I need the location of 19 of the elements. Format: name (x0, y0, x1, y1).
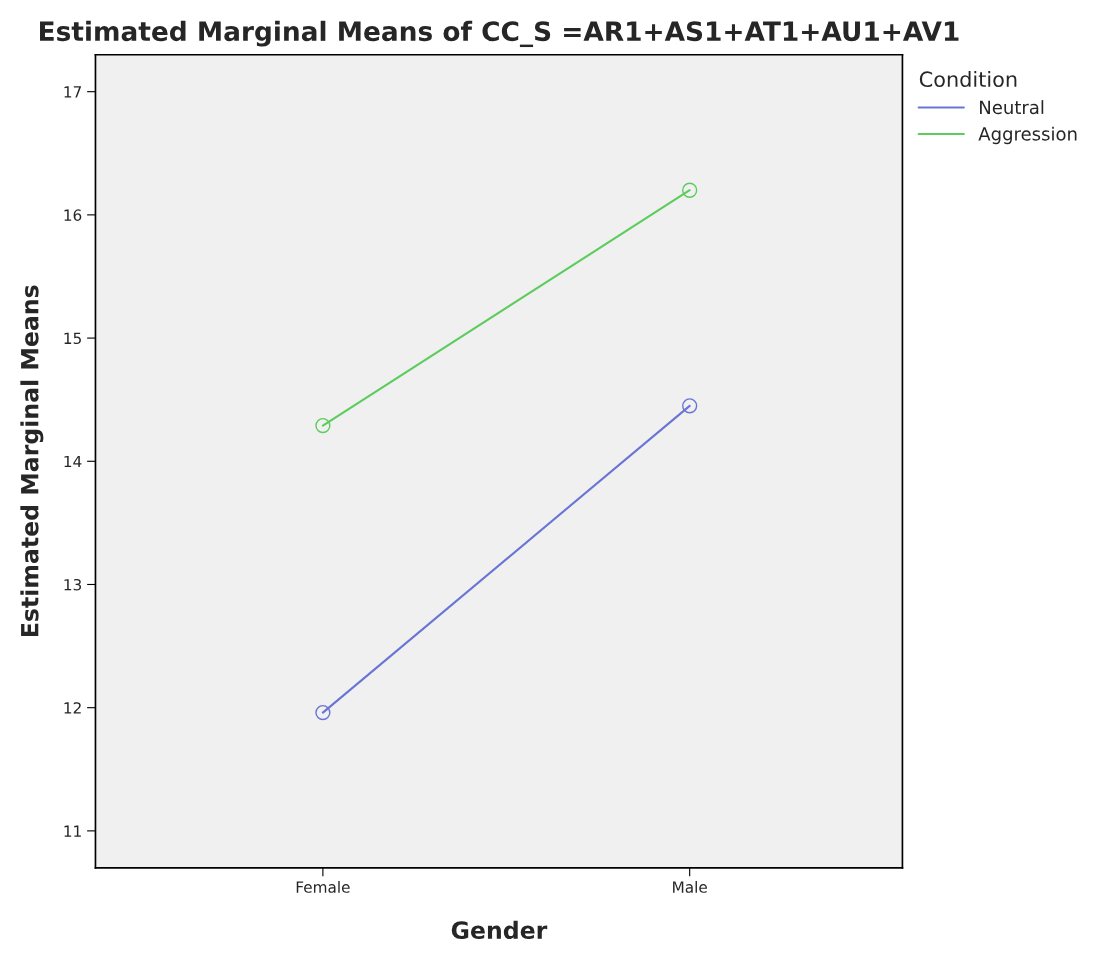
y-axis-title: Estimated Marginal Means (20, 285, 44, 637)
point (315, 417, 331, 434)
x-axis-title: Gender (451, 920, 548, 940)
y-tick-label: 13 (64, 578, 82, 591)
y-tick-label: 15 (64, 332, 81, 345)
y-tick-label: 14 (64, 455, 82, 468)
y-tick-label: 16 (64, 209, 82, 221)
y-tick-label: 11 (64, 825, 81, 837)
point (682, 398, 698, 414)
chart-title: Estimated Marginal Means of CC_S =AR1+AS1+AT1+AU1+AV1 (40, 20, 959, 48)
x-tick-label: Female (296, 881, 350, 893)
point (682, 182, 698, 198)
y-tick-label: 17 (64, 86, 81, 98)
point (315, 704, 331, 721)
x-tick-label: Male (673, 881, 707, 893)
y-tick-label: 12 (64, 702, 81, 714)
legend-label: Aggression (978, 126, 1077, 145)
legend-label: Neutral (980, 100, 1044, 115)
legend-title: Condition (919, 70, 1017, 88)
